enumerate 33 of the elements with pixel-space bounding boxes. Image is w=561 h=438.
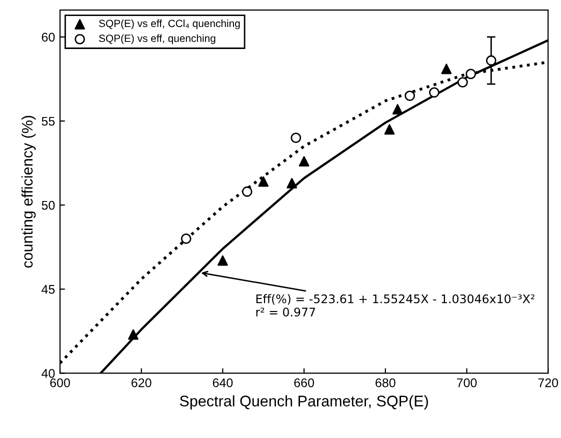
point (258, 176, 269, 187)
point (404, 90, 416, 101)
x-tick-label: 720 (538, 378, 558, 388)
point (457, 77, 468, 88)
point (486, 55, 496, 66)
point (180, 234, 192, 244)
x-axis-title: Spectral Quench Parameter, SQP(E) (180, 395, 428, 410)
legend-label: SQP(E) vs eff, CCl₄ quenching (99, 19, 240, 30)
y-tick-label: 60 (42, 32, 55, 42)
x-tick-label: 660 (294, 378, 314, 388)
point (242, 186, 252, 197)
legend-label: SQP(E) vs eff, quenching (99, 34, 216, 44)
point (218, 255, 228, 266)
x-tick-label: 680 (376, 378, 396, 388)
x-tick-label: 620 (132, 378, 152, 388)
x-tick-label: 640 (212, 378, 233, 388)
point (384, 124, 395, 135)
y-tick-label: 55 (42, 116, 55, 126)
point (128, 329, 138, 340)
y-tick-label: 45 (42, 285, 55, 294)
annotation: Eff(%) = -523.61 + 1.55245X - 1.03046x10⁻³X² r² = 0.977 (256, 294, 534, 317)
point (298, 156, 310, 167)
y-tick-label: 40 (42, 368, 55, 378)
point (286, 178, 298, 188)
point (392, 104, 403, 114)
y-tick-label: 50 (42, 200, 55, 210)
x-tick-label: 700 (456, 378, 477, 388)
y-axis-title: counting efficiency (%) (21, 116, 36, 268)
point (290, 132, 302, 144)
point (466, 68, 476, 80)
x-tick-label: 600 (50, 378, 70, 388)
point (441, 64, 452, 74)
point (429, 87, 440, 98)
